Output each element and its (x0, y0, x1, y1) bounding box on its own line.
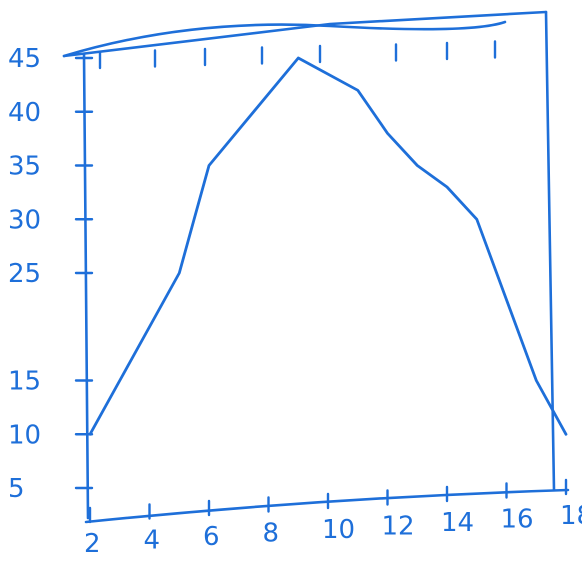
x-tick-label: 4 (144, 526, 161, 556)
top-frame-curve (62, 20, 507, 58)
series-line (88, 56, 568, 436)
x-tick-label: 16 (501, 505, 534, 535)
y-tick-label: 10 (8, 420, 41, 450)
top-frame-line (62, 10, 548, 58)
y-tick-label: 15 (8, 367, 41, 397)
x-tick-label: 12 (382, 512, 415, 542)
x-tick-label: 10 (322, 515, 355, 545)
x-tick-label: 6 (203, 522, 220, 552)
x-tick-label: 2 (84, 529, 101, 559)
y-axis-ticks: 5 10 15 25 30 35 40 45 (8, 44, 94, 504)
y-tick-label: 40 (8, 98, 41, 128)
y-axis-line (82, 52, 90, 520)
y-tick-label: 25 (8, 259, 41, 289)
right-frame-line (544, 10, 556, 492)
y-tick-label: 30 (8, 205, 41, 235)
series-layer (88, 56, 568, 436)
y-tick-label: 45 (8, 44, 41, 74)
x-axis-ticks: 2 4 6 8 10 12 14 16 18 (84, 478, 582, 559)
x-tick-label: 8 (263, 519, 280, 549)
x-tick-label: 18 (560, 501, 582, 531)
chart-frame (62, 10, 570, 524)
x-tick-label: 14 (441, 508, 474, 538)
y-tick-label: 5 (8, 474, 25, 504)
y-tick-label: 35 (8, 152, 41, 182)
